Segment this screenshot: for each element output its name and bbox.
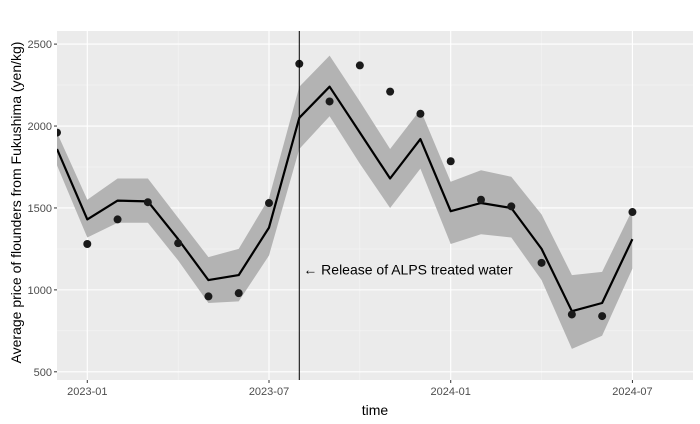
y-tick-label: 500 [34, 367, 52, 379]
observed-points [57, 59, 637, 321]
data-point [446, 157, 455, 166]
x-axis-ticks: 2023-01 2023-07 2024-01 2024-07 [67, 380, 653, 398]
x-tick-label: 2024-07 [612, 386, 652, 398]
data-point [598, 312, 607, 321]
x-tick-label: 2023-07 [249, 386, 289, 398]
data-point [507, 202, 516, 211]
data-point [204, 292, 213, 301]
x-axis-title: time [362, 402, 389, 418]
data-point [83, 240, 92, 249]
data-point [628, 208, 637, 217]
y-axis-ticks: 500 1000 1500 2000 2500 [28, 39, 57, 379]
data-point [567, 310, 576, 319]
data-point [355, 61, 364, 70]
fitted-line [57, 85, 634, 313]
y-tick-label: 2500 [28, 39, 52, 51]
data-point [57, 128, 61, 137]
x-tick-label: 2023-01 [67, 386, 107, 398]
data-point [174, 239, 183, 248]
data-point [416, 109, 425, 118]
data-point [477, 195, 485, 204]
data-point [537, 258, 546, 267]
confidence-band [57, 55, 633, 349]
data-point [143, 198, 152, 207]
data-point [325, 97, 334, 106]
y-tick-label: 1500 [28, 203, 52, 215]
data-point [234, 289, 243, 298]
x-tick-label: 2024-01 [431, 386, 471, 398]
y-axis-title: Average price of flounders from Fukushim… [8, 42, 24, 364]
data-point [265, 199, 273, 208]
y-tick-label: 2000 [28, 121, 52, 133]
release-annotation: ← Release of ALPS treated water [303, 261, 513, 277]
y-tick-label: 1000 [28, 285, 52, 297]
data-point [386, 87, 395, 96]
data-point [113, 215, 122, 224]
